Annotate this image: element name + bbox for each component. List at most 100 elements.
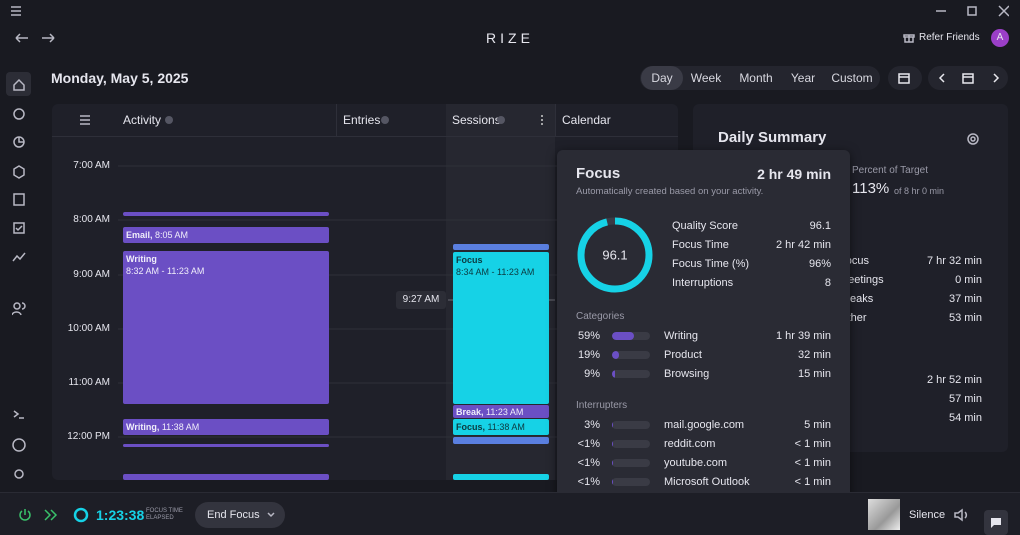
share-label: <1% [577,457,600,469]
session-block[interactable] [453,474,549,480]
activity-block[interactable]: Writing, 11:38 AM [123,419,329,435]
quality-ring: 96.1 [577,217,653,293]
quality-value: 96.1 [602,247,627,262]
time-label: 12:00 PM [67,431,110,442]
item-name: youtube.com [664,457,727,469]
target-percent: 113% [852,180,890,197]
refer-friends[interactable]: Refer Friends [919,32,980,43]
block-label: Writing [126,254,157,264]
add-calendar[interactable] [888,66,922,90]
volume-icon[interactable] [954,508,970,522]
chevron[interactable] [266,511,276,519]
metric-label: Focus Time (%) [672,258,750,270]
time-label: 7:00 AM [73,160,110,171]
range-tab[interactable]: Month [739,71,773,85]
item-name: Writing [664,330,699,342]
item-name: mail.google.com [664,419,745,431]
activity-block[interactable] [123,212,329,216]
popup-duration: 2 hr 49 min [757,166,831,182]
activity-block[interactable] [123,444,329,447]
block-time: 11:38 AM [487,422,525,432]
item-time: < 1 min [794,457,831,469]
block-label: Email, [126,230,153,240]
block-time: 11:38 AM [161,422,200,432]
block-label: Writing, [126,422,160,432]
avatar[interactable]: A [991,29,1009,47]
item-name: Browsing [664,368,710,380]
block-label: Break, [456,407,484,417]
col-divider [336,104,337,136]
time-label: 8:00 AM [73,214,110,225]
nav-arrows[interactable] [14,32,58,44]
summary-value: 37 min [948,293,982,305]
item-name: Microsoft Outlook [664,476,750,488]
date-nav-icons[interactable] [898,72,1002,84]
block-time: 8:32 AM - 11:23 AM [126,266,205,276]
settings-icon[interactable] [966,132,980,146]
session-block[interactable]: Focus, 11:38 AM [453,419,549,435]
share-label: <1% [577,438,600,450]
app-name: RIZE [486,30,534,46]
session-block[interactable] [453,244,549,250]
range-tab[interactable]: Day [651,71,673,85]
date: Monday, May 5, 2025 [51,70,189,86]
end-focus-label[interactable]: End Focus [207,509,260,521]
item-name: Product [664,349,702,361]
sidebar-active [6,72,31,96]
range-tab[interactable]: Year [790,71,816,85]
time-label: 10:00 AM [67,323,110,334]
metric-label: Interruptions [672,277,734,289]
item-time: 5 min [804,419,831,431]
target-of: of 8 hr 0 min [894,186,945,196]
col-divider [555,104,556,136]
block-time: 8:34 AM - 11:23 AM [456,267,535,277]
range-tab[interactable]: Week [690,71,722,85]
session-block[interactable] [453,437,549,444]
caption-line: FOCUS TIME [146,508,183,514]
list-icon[interactable] [79,114,91,126]
range-tab[interactable]: Custom [831,71,873,85]
share-track [612,440,650,448]
item-time: 32 min [797,349,831,361]
column-header: Sessions [452,113,501,127]
summary-title: Daily Summary [718,129,827,146]
metric-value: 2 hr 42 min [775,239,831,251]
sound-name[interactable]: Silence [909,509,946,521]
session-block[interactable]: Focus 8:34 AM - 11:23 AM [453,252,549,404]
share-track [612,351,650,359]
chat-icon[interactable] [990,517,1002,528]
share-track [612,370,650,378]
target-label: Percent of Target [852,165,928,176]
metric-value: 96% [808,258,831,270]
share-label: 9% [584,368,600,380]
timer: 1:23:38 [96,507,145,523]
activity-block[interactable]: Email, 8:05 AM [123,227,329,243]
summary-value: 53 min [948,312,982,324]
summary-value: 57 min [948,393,982,405]
item-name: reddit.com [664,438,716,450]
share-bar [612,351,620,359]
window-controls[interactable] [935,5,1009,17]
help-icons[interactable] [164,115,564,125]
share-track [612,421,650,429]
menu-icon[interactable] [10,5,22,17]
block-label: Focus [456,255,483,265]
session-block[interactable]: Break, 11:23 AM [453,405,549,418]
block-time: 11:23 AM [486,407,524,417]
footer-controls[interactable] [18,508,60,522]
time-label: 11:00 AM [68,377,110,388]
date-nav[interactable] [928,66,1008,90]
focus-popup: Focus 2 hr 49 min Automatically created … [557,150,850,506]
quality-arc [577,217,653,293]
item-time: 1 hr 39 min [775,330,831,342]
summary-value: 7 hr 32 min [926,255,982,267]
activity-block[interactable] [123,474,329,480]
column-header: Entries [343,113,381,127]
sidebar-icons[interactable] [12,77,26,487]
share-label: 3% [584,419,600,431]
summary-value: 2 hr 52 min [926,374,982,386]
metric-label: Quality Score [672,220,739,232]
column-header: Activity [123,113,162,127]
sound-thumbnail[interactable] [868,499,900,530]
activity-block[interactable]: Writing 8:32 AM - 11:23 AM [123,251,329,404]
